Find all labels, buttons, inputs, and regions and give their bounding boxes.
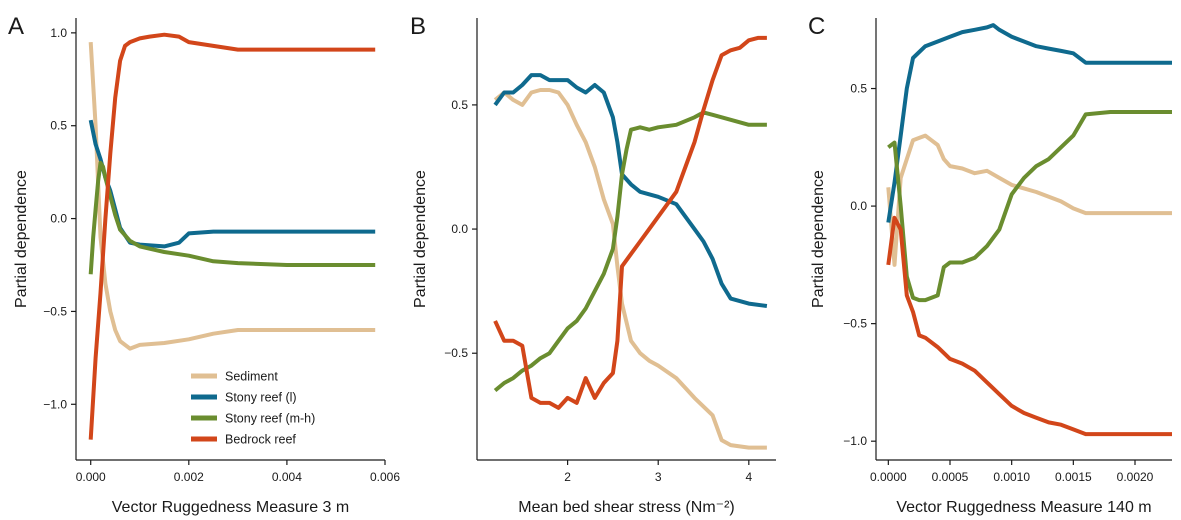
y-tick-label: −0.5	[843, 317, 867, 331]
legend-label: Sediment	[225, 370, 278, 384]
x-axis-title: Mean bed shear stress (Nm⁻²)	[518, 499, 735, 516]
y-axis-title: Partial dependence	[810, 170, 827, 308]
x-tick-label: 0.0015	[1055, 470, 1092, 484]
x-tick-label: 0.004	[272, 470, 302, 484]
x-tick-label: 0.0010	[993, 470, 1030, 484]
y-tick-label: 0.5	[850, 82, 867, 96]
series-line-bedrock-reef	[88, 32, 376, 440]
x-tick-label: 0.006	[370, 470, 400, 484]
y-tick-label: 0.0	[850, 199, 867, 213]
panel-letter: C	[808, 13, 825, 40]
series-line-stony-reef-l	[493, 73, 768, 308]
x-tick-label: 0.0020	[1117, 470, 1154, 484]
series-line-sediment	[886, 133, 1172, 267]
series-line-sediment	[493, 88, 767, 450]
x-axis-title: Vector Ruggedness Measure 140 m	[896, 499, 1151, 516]
series-line-stony-reef-m-h	[887, 110, 1172, 303]
series-line-stony-reef-m-h	[88, 160, 376, 275]
series-line-bedrock-reef	[493, 35, 767, 410]
y-tick-label: 0.5	[50, 119, 67, 133]
legend-label: Stony reef (m-h)	[225, 412, 315, 426]
y-tick-label: 0.0	[451, 222, 468, 236]
y-tick-label: −1.0	[843, 434, 867, 448]
x-tick-label: 3	[655, 470, 662, 484]
series-lines	[886, 23, 1172, 437]
legend: Sediment Stony reef (l) Stony reef (m-h) Be…	[191, 370, 315, 447]
y-axis-title: Partial dependence	[13, 170, 30, 308]
panel-c: C −1.0 −0.5 0.0 0.5 0.0000 0.0005 0.0010 0.0015 0…	[808, 13, 1172, 516]
series-line-sediment	[88, 41, 376, 351]
series-lines	[88, 32, 376, 440]
y-tick-label: 0.5	[451, 98, 468, 112]
series-line-stony-reef-l	[886, 23, 1172, 223]
y-tick-label: 0.0	[50, 212, 67, 226]
y-axis-title: Partial dependence	[412, 170, 429, 308]
panel-letter: B	[410, 13, 426, 40]
y-tick-label: −1.0	[43, 397, 67, 411]
y-tick-label: −0.5	[444, 346, 468, 360]
x-tick-label: 4	[745, 470, 752, 484]
x-tick-label: 0.0000	[870, 470, 907, 484]
x-tick-label: 2	[564, 470, 571, 484]
series-line-bedrock-reef	[886, 215, 1172, 437]
series-line-stony-reef-m-h	[493, 110, 767, 393]
x-tick-label: 0.000	[76, 470, 106, 484]
panel-b: B −0.5 0.0 0.5 2 3 4 Mean bed shear stress (Nm⁻…	[410, 13, 776, 516]
x-tick-label: 0.002	[174, 470, 204, 484]
panel-a: A −1.0 −0.5 0.0 0.5 1.0 0.000 0.002 0.004 0.006 Ve…	[8, 13, 400, 516]
series-line-stony-reef-l	[88, 119, 376, 249]
series-lines	[493, 35, 768, 450]
panel-letter: A	[8, 13, 24, 40]
y-tick-label: −0.5	[43, 304, 67, 318]
y-tick-label: 1.0	[50, 26, 67, 40]
legend-label: Stony reef (l)	[225, 391, 297, 405]
legend-label: Bedrock reef	[225, 433, 296, 447]
x-axis-title: Vector Ruggedness Measure 3 m	[112, 499, 349, 516]
x-tick-label: 0.0005	[932, 470, 969, 484]
